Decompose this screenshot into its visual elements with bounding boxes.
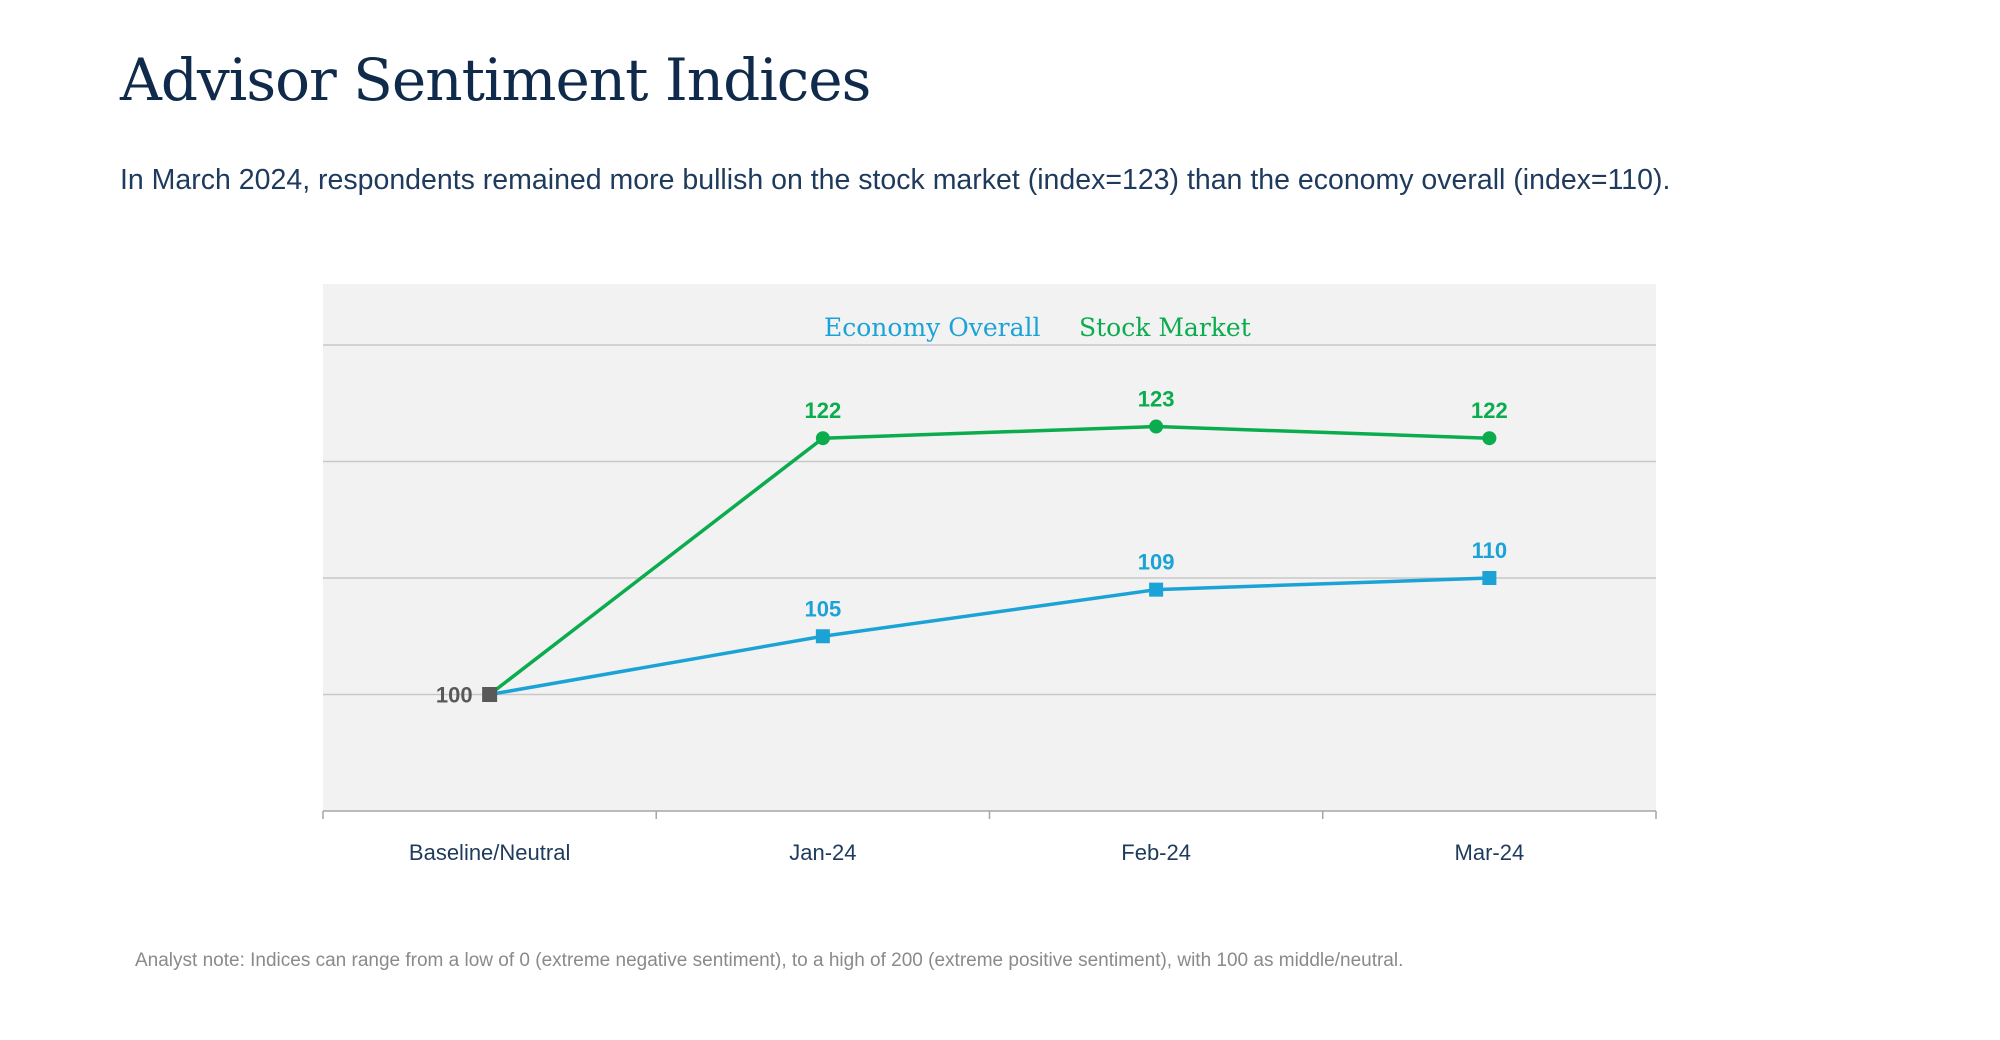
baseline-point	[482, 687, 498, 702]
data-point	[815, 431, 830, 446]
x-tick-label: Jan-24	[789, 840, 856, 865]
x-axis: Baseline/Neutral Jan-24 Feb-24 Mar-24	[322, 810, 1657, 865]
x-tick-label: Feb-24	[1121, 840, 1191, 865]
data-point	[1149, 419, 1164, 434]
baseline-label: 100	[436, 683, 473, 708]
data-point	[815, 629, 830, 644]
analyst-note: Analyst note: Indices can range from a l…	[135, 950, 1404, 971]
plot-background	[323, 284, 1656, 811]
x-tick-label: Baseline/Neutral	[409, 840, 570, 865]
page-subtitle: In March 2024, respondents remained more…	[120, 164, 1671, 196]
legend-stock-market: Stock Market	[1079, 313, 1251, 342]
x-tick-label: Mar-24	[1455, 840, 1525, 865]
data-point	[1482, 431, 1497, 446]
legend: Economy Overall Stock Market	[824, 313, 1251, 342]
series-line-stock-market	[488, 424, 1490, 696]
page-title: Advisor Sentiment Indices	[120, 46, 871, 114]
data-label: 109	[1138, 550, 1175, 575]
series-group	[482, 419, 1497, 702]
series-line-economy-overall	[489, 576, 1490, 697]
data-label: 105	[805, 596, 842, 621]
legend-economy-overall: Economy Overall	[824, 313, 1041, 342]
data-label: 123	[1138, 387, 1175, 412]
data-point	[1149, 582, 1164, 597]
data-label: 122	[805, 398, 842, 423]
gridlines	[323, 344, 1656, 696]
data-labels: 122 123 122 105 109 110 100	[436, 387, 1508, 708]
data-point	[1482, 571, 1497, 585]
data-label: 122	[1471, 398, 1508, 423]
data-label: 110	[1472, 538, 1508, 563]
